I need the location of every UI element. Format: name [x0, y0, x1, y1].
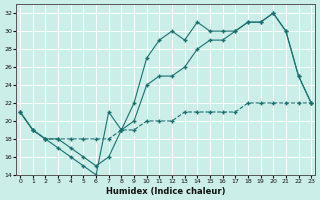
- X-axis label: Humidex (Indice chaleur): Humidex (Indice chaleur): [106, 187, 225, 196]
